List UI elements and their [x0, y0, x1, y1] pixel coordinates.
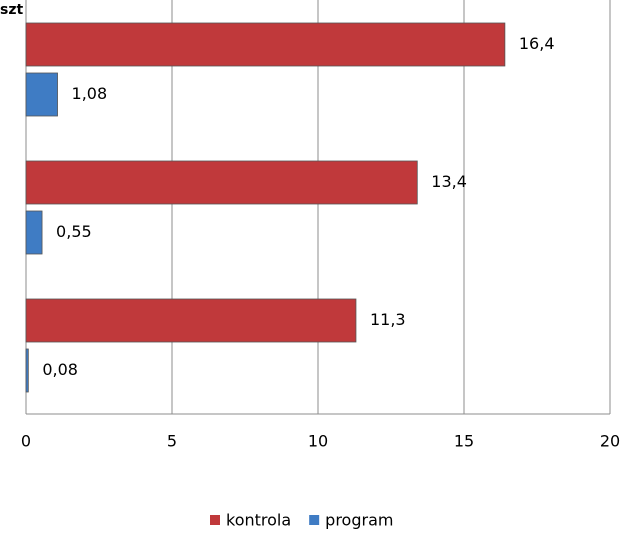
value-label: 11,3	[370, 310, 406, 329]
value-label: 16,4	[519, 34, 555, 53]
bar	[25, 298, 357, 343]
value-label: 13,4	[431, 172, 467, 191]
x-tick-label: 15	[454, 432, 474, 451]
bar	[25, 22, 506, 67]
legend-swatch	[210, 515, 220, 525]
bar	[25, 210, 43, 255]
bar	[25, 348, 29, 393]
legend-label: kontrola	[226, 511, 291, 530]
x-tick-label: 0	[21, 432, 31, 451]
value-label: 0,55	[56, 222, 92, 241]
bar	[25, 160, 418, 205]
value-label: 1,08	[72, 84, 108, 103]
legend-label: program	[325, 511, 393, 530]
x-tick-label: 10	[308, 432, 328, 451]
value-label: 0,08	[42, 360, 78, 379]
y-axis-label: szt	[0, 2, 23, 18]
x-tick-label: 20	[600, 432, 620, 451]
x-tick-label: 5	[167, 432, 177, 451]
bar	[25, 72, 58, 117]
legend-swatch	[309, 515, 320, 525]
